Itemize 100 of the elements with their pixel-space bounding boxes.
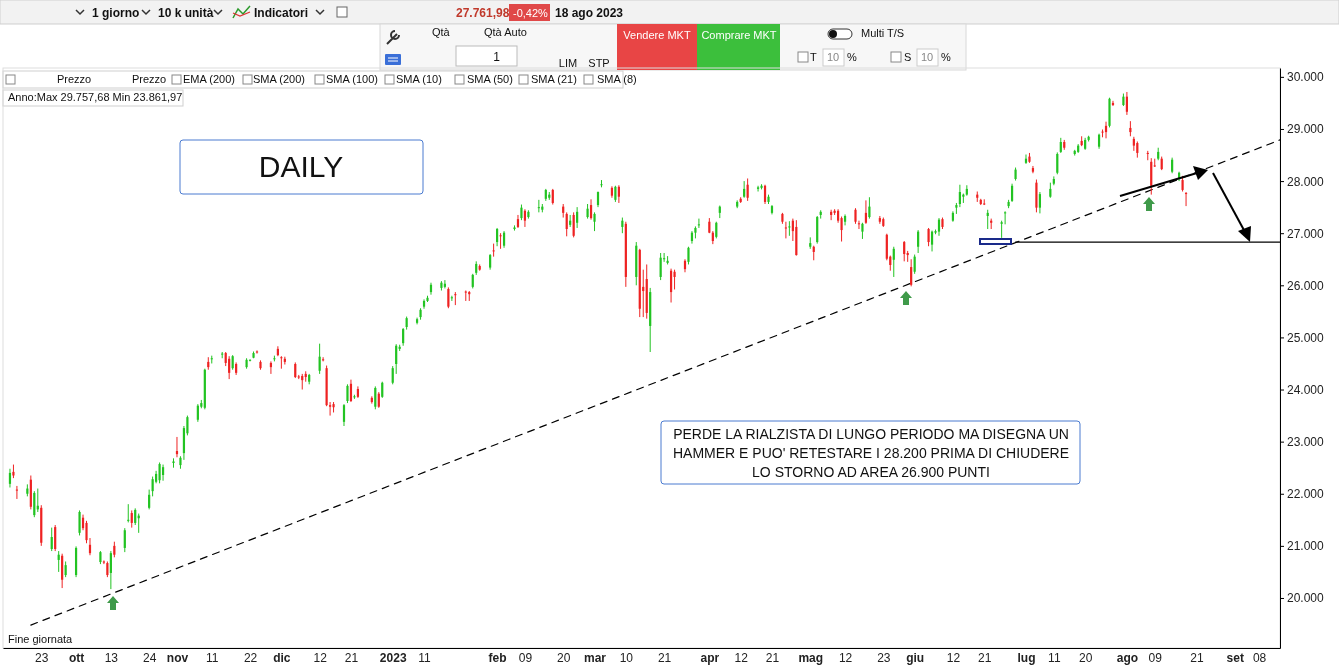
x-tick-label: 24: [142, 650, 157, 665]
candlestick: [496, 227, 499, 247]
candlestick: [50, 527, 53, 552]
candlestick: [447, 286, 450, 309]
y-tick-label: 29.000: [1287, 122, 1325, 137]
x-tick-label: 12: [734, 650, 749, 665]
annotation: LIM: [558, 57, 578, 69]
annotation: Prezzo: [132, 73, 167, 85]
y-tick-label: 28.000: [1287, 174, 1325, 189]
text: DAILY: [258, 150, 344, 183]
candlestick: [892, 246, 895, 278]
x-tick-label: feb: [488, 650, 507, 665]
annotation: SMA (100): [326, 73, 378, 85]
x-tick-label: lug: [1017, 650, 1036, 665]
x-tick-label: 12: [946, 650, 961, 665]
candlestick: [927, 227, 930, 247]
y-tick-label: 26.000: [1287, 278, 1325, 293]
x-tick-label: 21: [978, 650, 992, 665]
x-tick-label: ago: [1116, 650, 1139, 665]
candlestick: [1125, 91, 1128, 116]
candlestick: [78, 509, 81, 536]
candlestick: [123, 527, 126, 553]
candlestick: [885, 233, 888, 261]
x-tick-label: dic: [273, 650, 291, 665]
candlestick: [395, 343, 398, 375]
candlestick: [15, 485, 19, 500]
candlestick: [54, 524, 57, 552]
y-tick-label: 27.000: [1287, 226, 1325, 241]
text: %: [941, 51, 951, 63]
text: 1: [493, 50, 501, 64]
candlestick: [903, 240, 906, 262]
annotation: EMA (200): [183, 73, 235, 85]
text: T: [810, 51, 817, 63]
candlestick: [109, 550, 112, 590]
candlestick: [1038, 191, 1042, 214]
candlestick: [958, 184, 961, 208]
candlestick: [913, 254, 916, 275]
text: -0,42%: [513, 7, 549, 19]
candlestick: [148, 489, 151, 510]
annotation: SMA (21): [531, 73, 577, 85]
candlestick: [8, 468, 12, 488]
x-tick-label: set: [1226, 650, 1244, 665]
candlestick: [843, 213, 847, 226]
x-tick-label: 09: [1148, 650, 1163, 665]
candlestick: [576, 206, 579, 229]
x-tick-label: 21: [1190, 650, 1204, 665]
candlestick: [374, 385, 377, 410]
text: 27.761,98: [456, 6, 510, 20]
candlestick: [1004, 210, 1007, 225]
candlestick: [1056, 151, 1059, 175]
x-tick-label: giu: [906, 650, 925, 665]
x-tick-label: 22: [243, 650, 258, 665]
text: Qtà Auto: [484, 26, 527, 38]
candlestick: [161, 464, 165, 482]
text: 10: [826, 51, 840, 63]
candlestick: [746, 177, 749, 202]
text: Multi T/S: [861, 27, 905, 39]
annotation: Prezzo: [57, 73, 92, 85]
annotation: Fine giornata: [8, 633, 74, 645]
candlestick: [537, 199, 540, 213]
candlestick: [868, 196, 871, 220]
x-tick-label: mar: [584, 650, 607, 665]
candlestick: [492, 243, 495, 258]
candlestick: [391, 365, 394, 385]
x-tick-label: 20: [1078, 650, 1093, 665]
candlestick: [464, 290, 467, 302]
y-tick-label: 24.000: [1287, 383, 1325, 398]
x-tick-label: 09: [518, 650, 533, 665]
x-tick-label: 23: [35, 650, 49, 665]
x-tick-label: 12: [313, 650, 328, 665]
candlestick: [593, 211, 596, 232]
y-tick-label: 25.000: [1287, 330, 1325, 345]
candlestick: [659, 252, 662, 281]
candlestick: [565, 211, 568, 237]
text: 10 k unità: [158, 6, 214, 20]
text: %: [847, 51, 857, 63]
annotation: Anno:Max 29.757,68 Min 23.861,97: [8, 91, 183, 103]
annotation: STP: [588, 57, 610, 69]
candlestick: [127, 503, 130, 523]
candlestick: [228, 355, 231, 380]
x-tick-label: 20: [557, 650, 571, 665]
candlestick: [342, 403, 346, 427]
candlestick: [499, 232, 502, 250]
y-tick-label: 21.000: [1287, 539, 1325, 554]
y-tick-label: 30.000: [1287, 70, 1325, 85]
candlestick: [454, 291, 457, 306]
candlestick: [280, 355, 283, 370]
candlestick: [255, 349, 259, 355]
text: Qtà: [432, 26, 451, 38]
candlestick: [917, 229, 920, 254]
x-tick-label: 23: [877, 650, 891, 665]
x-tick-label: 12: [838, 650, 853, 665]
candlestick: [450, 295, 453, 302]
y-tick-label: 22.000: [1287, 487, 1325, 502]
x-tick-label: 08: [1252, 650, 1267, 665]
x-tick-label: 21: [765, 650, 780, 665]
candlestick: [756, 185, 760, 192]
x-tick-label: nov: [166, 650, 189, 665]
text: 10: [920, 51, 934, 63]
candlestick: [322, 356, 325, 362]
